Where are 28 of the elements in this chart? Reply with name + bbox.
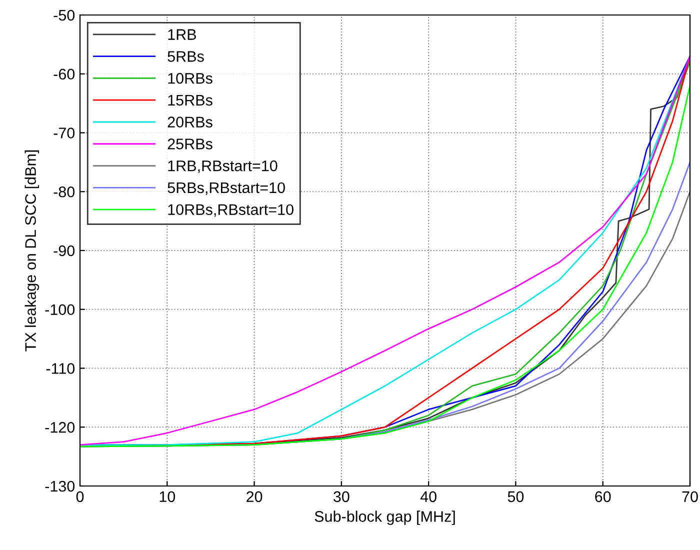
x-tick-label: 40 — [420, 491, 436, 502]
y-tick-label: -60 — [54, 68, 75, 80]
x-tick-label: 0 — [76, 491, 84, 502]
y-tick-label: -120 — [45, 422, 75, 433]
legend-label: 5RBs — [168, 51, 204, 62]
x-tick-label: 70 — [682, 491, 698, 502]
y-tick-label: -100 — [45, 304, 75, 316]
y-tick-label: -80 — [54, 186, 75, 198]
x-tick-label: 20 — [246, 491, 262, 502]
legend-label: 20RBs — [168, 116, 212, 128]
y-tick-label: -50 — [54, 10, 75, 21]
y-tick-label: -70 — [54, 128, 75, 138]
legend-label: 5RBs,RBstart=10 — [168, 182, 285, 195]
y-tick-label: -90 — [54, 245, 75, 256]
y-tick-label: -130 — [45, 480, 75, 492]
legend-label: 25RBs — [168, 138, 212, 150]
legend-label: 10RBs — [168, 72, 212, 84]
x-tick-label: 60 — [595, 491, 611, 502]
legend-label: 15RBs — [168, 94, 212, 106]
y-tick-label: -110 — [46, 363, 75, 374]
x-tick-label: 30 — [334, 491, 350, 502]
x-axis-title: Sub-block gap [MHz] — [314, 510, 455, 525]
y-axis-title: TX leakage on DL SCC [dBm] — [24, 150, 40, 352]
legend-label: 10RBs,RBstart=10 — [168, 204, 294, 217]
x-tick-label: 50 — [508, 491, 524, 502]
legend-label: 1RB — [168, 29, 196, 40]
x-tick-label: 10 — [160, 491, 176, 502]
legend-label: 1RB,RBstart=10 — [168, 160, 278, 174]
